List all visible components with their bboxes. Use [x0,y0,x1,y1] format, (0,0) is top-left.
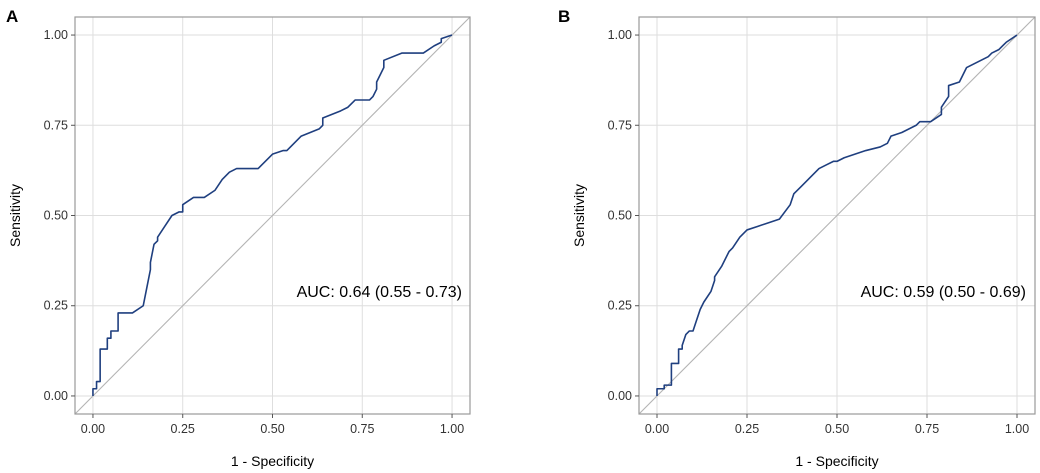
gridlines [639,17,1035,414]
x-tick-label: 1.00 [1005,422,1029,436]
y-axis-title: Sensitivity [7,184,23,247]
y-tick-label: 0.25 [608,299,632,313]
y-tick-label: 0.50 [44,209,68,223]
x-tick-label: 0.50 [260,422,284,436]
panel-label: A [6,7,18,26]
y-tick-label: 0.75 [608,118,632,132]
y-tick-label: 1.00 [608,28,632,42]
y-tick-label: 0.25 [44,299,68,313]
x-tick-labels: 0.00 0.25 0.50 0.75 1.00 [645,422,1029,436]
y-tick-label: 0.00 [608,389,632,403]
y-axis-title: Sensitivity [571,184,587,247]
x-tick-label: 0.00 [81,422,105,436]
x-tick-label: 0.75 [350,422,374,436]
panel-label: B [558,7,570,26]
y-tick-labels: 0.00 0.25 0.50 0.75 1.00 [608,28,632,403]
x-tick-labels: 0.00 0.25 0.50 0.75 1.00 [81,422,464,436]
ticks [635,34,1018,418]
x-tick-label: 0.25 [171,422,195,436]
x-axis-title: 1 - Specificity [231,453,314,469]
roc-curve [656,34,1018,396]
chance-diagonal [74,16,471,415]
panel-a: 0.00 0.25 0.50 0.75 1.00 0.00 0.25 0.50 … [6,7,471,469]
y-tick-labels: 0.00 0.25 0.50 0.75 1.00 [44,28,68,403]
ticks [71,34,453,418]
x-tick-label: 0.50 [825,422,849,436]
auc-annotation: AUC: 0.59 (0.50 - 0.69) [861,284,1026,301]
y-tick-label: 1.00 [44,28,68,42]
x-tick-label: 0.00 [645,422,669,436]
x-tick-label: 0.75 [915,422,939,436]
y-tick-label: 0.75 [44,118,68,132]
chance-diagonal [638,16,1036,415]
gridlines [75,17,470,414]
roc-curve [92,34,453,396]
x-tick-label: 1.00 [440,422,464,436]
x-axis-title: 1 - Specificity [795,453,878,469]
panel-b: 0.00 0.25 0.50 0.75 1.00 0.00 0.25 0.50 … [558,7,1036,469]
auc-annotation: AUC: 0.64 (0.55 - 0.73) [297,284,462,301]
y-tick-label: 0.50 [608,209,632,223]
y-tick-label: 0.00 [44,389,68,403]
x-tick-label: 0.25 [735,422,759,436]
